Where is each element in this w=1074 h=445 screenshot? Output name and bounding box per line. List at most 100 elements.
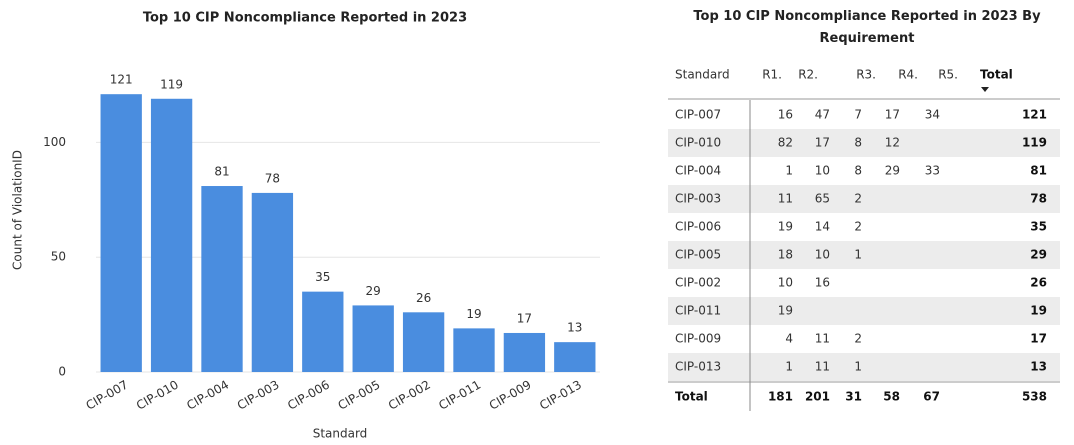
table-cell: 17 (1030, 332, 1047, 346)
bar (302, 291, 344, 372)
x-tick-label: CIP-007 (84, 378, 131, 413)
table-cell: CIP-009 (675, 332, 721, 346)
data-label: 13 (567, 321, 582, 335)
table-cell: 26 (1030, 276, 1047, 290)
bar (251, 192, 294, 372)
data-label: 29 (366, 284, 381, 298)
table-cell: 8 (854, 136, 862, 150)
data-label: 78 (265, 171, 280, 185)
table-total: 31 (845, 390, 862, 404)
table-cell: 121 (1022, 108, 1047, 122)
table-cell: CIP-007 (675, 108, 721, 122)
table-cell: 29 (885, 164, 900, 178)
table-cell: 16 (778, 108, 793, 122)
table-cell: CIP-006 (675, 220, 721, 234)
y-tick-label: 0 (58, 365, 66, 379)
table-cell: 10 (815, 164, 830, 178)
table-cell: 12 (885, 136, 900, 150)
bar (100, 94, 142, 373)
table-cell: 17 (815, 136, 830, 150)
sort-indicator (981, 87, 989, 92)
table-cell: 2 (854, 192, 862, 206)
table-cell: CIP-011 (675, 304, 721, 318)
table-cell: 78 (1030, 192, 1047, 206)
x-tick-label: CIP-009 (487, 378, 534, 413)
table-cell: 35 (1030, 220, 1047, 234)
data-label: 19 (466, 307, 481, 321)
table-cell: 7 (854, 108, 862, 122)
row-band (668, 129, 1060, 157)
row-band (668, 185, 1060, 213)
table-cell: 14 (815, 220, 830, 234)
table-cell: 1 (854, 360, 862, 374)
table-cell: 81 (1030, 164, 1047, 178)
table-total: 58 (883, 390, 900, 404)
table-header: R3. (856, 68, 876, 82)
bar (352, 305, 394, 372)
table-cell: 19 (778, 220, 793, 234)
table-cell: 17 (885, 108, 900, 122)
table-cell: 10 (815, 248, 830, 262)
table-cell: 2 (854, 332, 862, 346)
table-header: Total (980, 68, 1013, 82)
data-label: 81 (214, 165, 229, 179)
table-cell: 1 (854, 248, 862, 262)
table-total: Total (675, 390, 708, 404)
table-cell: 16 (815, 276, 830, 290)
table-cell: 1 (785, 360, 793, 374)
x-tick-label: CIP-002 (386, 378, 433, 413)
table-cell: 18 (778, 248, 793, 262)
table-total: 201 (805, 390, 830, 404)
table-cell: 82 (778, 136, 793, 150)
x-tick-label: CIP-011 (436, 378, 483, 413)
table-cell: 29 (1030, 248, 1047, 262)
row-band (668, 241, 1060, 269)
table-cell: 119 (1022, 136, 1047, 150)
table-cell: 11 (815, 332, 830, 346)
table-cell: CIP-013 (675, 360, 721, 374)
table-header: R5. (938, 68, 958, 82)
table-cell: 4 (785, 332, 793, 346)
table-cell: 1 (785, 164, 793, 178)
table-cell: CIP-004 (675, 164, 721, 178)
table-cell: CIP-010 (675, 136, 721, 150)
x-tick-label: CIP-004 (184, 378, 231, 413)
chart-title: Top 10 CIP Noncompliance Reported in 202… (143, 11, 467, 26)
table-cell: CIP-002 (675, 276, 721, 290)
table-cell: 8 (854, 164, 862, 178)
table-total: 181 (768, 390, 793, 404)
data-label: 17 (517, 311, 532, 325)
table-header: R4. (898, 68, 918, 82)
bar (453, 328, 495, 372)
table-cell: 11 (815, 360, 830, 374)
x-tick-label: CIP-010 (134, 378, 181, 413)
y-axis-label: Count of ViolationID (11, 150, 25, 270)
data-label: 26 (416, 291, 431, 305)
bar (150, 98, 193, 372)
table-cell: 19 (778, 304, 793, 318)
table-header: R2. (798, 68, 818, 82)
x-tick-label: CIP-003 (235, 378, 282, 413)
x-tick-label: CIP-006 (285, 378, 332, 413)
x-tick-label: CIP-005 (336, 378, 383, 413)
bar (201, 186, 243, 372)
table-cell: 11 (778, 192, 793, 206)
row-band (668, 297, 1060, 325)
y-tick-label: 50 (51, 250, 66, 264)
table-title: Top 10 CIP Noncompliance Reported in 202… (693, 9, 1041, 46)
table-cell: 2 (854, 220, 862, 234)
table-header: Standard (675, 68, 730, 82)
y-tick-label: 100 (43, 135, 66, 149)
table-cell: CIP-005 (675, 248, 721, 262)
row-band (668, 353, 1060, 381)
table-cell: 47 (815, 108, 830, 122)
table-cell: 10 (778, 276, 793, 290)
bar (402, 312, 445, 372)
table-cell: CIP-003 (675, 192, 721, 206)
table-cell: 19 (1030, 304, 1047, 318)
table-cell: 33 (925, 164, 940, 178)
data-label: 35 (315, 270, 330, 284)
table-total: 67 (923, 390, 940, 404)
